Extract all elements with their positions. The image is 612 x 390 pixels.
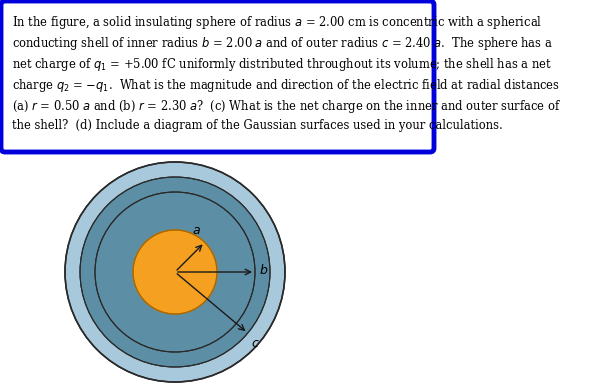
Text: net charge of $q_1$ = +5.00 fC uniformly distributed throughout its volume; the : net charge of $q_1$ = +5.00 fC uniformly…: [12, 56, 552, 73]
Circle shape: [95, 192, 255, 352]
Text: In the figure, a solid insulating sphere of radius $a$ = 2.00 cm is concentric w: In the figure, a solid insulating sphere…: [12, 14, 542, 31]
Text: conducting shell of inner radius $b$ = 2.00 $a$ and of outer radius $c$ = 2.40 $: conducting shell of inner radius $b$ = 2…: [12, 35, 553, 52]
Text: charge $q_2$ = $-q_1$.  What is the magnitude and direction of the electric fiel: charge $q_2$ = $-q_1$. What is the magni…: [12, 77, 560, 94]
Text: $c$: $c$: [251, 337, 259, 350]
Circle shape: [133, 230, 217, 314]
Text: the shell?  (d) Include a diagram of the Gaussian surfaces used in your calculat: the shell? (d) Include a diagram of the …: [12, 119, 502, 132]
Circle shape: [80, 177, 270, 367]
Text: $a$: $a$: [192, 224, 201, 237]
Text: (a) $r$ = 0.50 $a$ and (b) $r$ = 2.30 $a$?  (c) What is the net charge on the in: (a) $r$ = 0.50 $a$ and (b) $r$ = 2.30 $a…: [12, 98, 561, 115]
Text: $b$: $b$: [259, 263, 268, 277]
Circle shape: [65, 162, 285, 382]
FancyBboxPatch shape: [1, 1, 434, 152]
